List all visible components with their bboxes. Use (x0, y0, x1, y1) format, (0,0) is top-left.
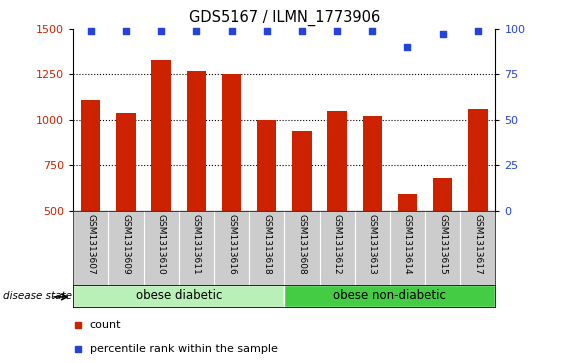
Bar (81, 100, 100, 211)
Bar (257, 120, 276, 211)
Text: GSM1313609: GSM1313609 (122, 214, 131, 275)
Text: disease state: disease state (3, 291, 72, 301)
Text: GSM1313607: GSM1313607 (86, 214, 95, 275)
Text: count: count (90, 321, 121, 330)
Bar (117, 113, 136, 211)
Bar (292, 131, 311, 211)
Text: percentile rank within the sample: percentile rank within the sample (90, 344, 278, 354)
Point (403, 44, 412, 50)
Text: GSM1313613: GSM1313613 (368, 214, 377, 275)
Point (333, 28, 342, 34)
Point (227, 28, 236, 34)
Point (86, 28, 95, 34)
Text: GSM1313612: GSM1313612 (333, 214, 342, 275)
Text: GSM1313617: GSM1313617 (473, 214, 482, 275)
Text: GSM1313608: GSM1313608 (297, 214, 306, 275)
Text: obese non-diabetic: obese non-diabetic (333, 289, 446, 302)
Bar (151, 60, 171, 211)
Point (122, 28, 131, 34)
Point (157, 28, 166, 34)
Title: GDS5167 / ILMN_1773906: GDS5167 / ILMN_1773906 (189, 10, 380, 26)
Text: GSM1313616: GSM1313616 (227, 214, 236, 275)
Bar (187, 71, 206, 211)
Point (438, 32, 447, 37)
Text: GSM1313614: GSM1313614 (403, 214, 412, 275)
Text: GSM1313615: GSM1313615 (438, 214, 447, 275)
Text: GSM1313611: GSM1313611 (192, 214, 201, 275)
Point (262, 28, 271, 34)
Bar (363, 116, 382, 211)
Bar (328, 111, 347, 211)
Point (297, 28, 306, 34)
Point (368, 28, 377, 34)
Text: GSM1313618: GSM1313618 (262, 214, 271, 275)
Bar (284, 285, 495, 307)
Bar (398, 194, 417, 211)
Point (192, 28, 201, 34)
Text: GSM1313610: GSM1313610 (157, 214, 166, 275)
Point (473, 28, 482, 34)
Text: obese diabetic: obese diabetic (136, 289, 222, 302)
Bar (73, 285, 284, 307)
Bar (222, 74, 241, 211)
Bar (468, 109, 488, 211)
Bar (433, 178, 452, 211)
